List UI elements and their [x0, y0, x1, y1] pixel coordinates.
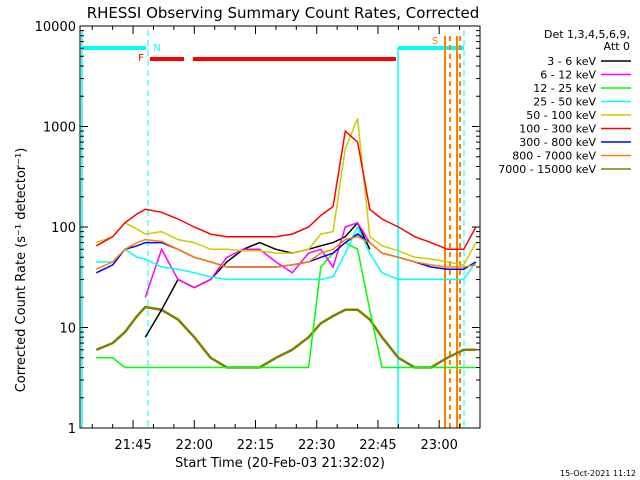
y-tick-label: 10 [59, 322, 76, 337]
legend-label: 3 - 6 keV [547, 55, 596, 68]
legend-header: Att 0 [604, 40, 630, 53]
y-axis-label: Corrected Count Rate (s⁻¹ detector⁻¹) [14, 148, 29, 393]
flag-label: S [432, 36, 438, 47]
x-tick-label: 22:15 [237, 438, 274, 453]
series-line-12-25keV [96, 241, 476, 369]
y-tick-label: 1000 [43, 121, 76, 136]
flag-label: N [153, 43, 160, 54]
series-line-6-12keV [144, 221, 371, 298]
legend-header: Det 1,3,4,5,6,9, [544, 28, 630, 41]
y-tick-label: 10000 [35, 20, 76, 35]
legend-label: 50 - 100 keV [526, 109, 596, 122]
series-line-100-300keV [95, 129, 477, 251]
footer-timestamp: 15-Oct-2021 11:12 [560, 469, 636, 478]
x-tick-label: 22:30 [298, 438, 335, 453]
legend-label: 7000 - 15000 keV [498, 163, 596, 176]
x-tick-label: 23:00 [420, 438, 457, 453]
x-tick-label: 21:45 [114, 438, 151, 453]
y-tick-label: 1 [68, 422, 76, 437]
series-lines [95, 118, 477, 369]
x-axis-label: Start Time (20-Feb-03 21:32:02) [175, 456, 385, 471]
series-line-800-7000keV [95, 235, 477, 270]
x-axis: 21:45 22:00 22:15 22:30 22:45 23:00 [91, 26, 481, 453]
y-axis: 1 10 100 1000 10000 [35, 20, 480, 437]
series-line-25-50keV [96, 225, 477, 281]
series-line-50-100keV [96, 118, 477, 266]
chart-title: RHESSI Observing Summary Count Rates, Co… [87, 4, 480, 22]
y-tick-label: 100 [51, 221, 76, 236]
legend-label: 800 - 7000 keV [512, 150, 596, 163]
legend-label: 6 - 12 keV [540, 69, 596, 82]
x-tick-label: 22:00 [176, 438, 213, 453]
flag-markers: NF S [81, 30, 465, 428]
legend-label: 12 - 25 keV [533, 82, 596, 95]
legend-label: 300 - 800 keV [519, 136, 596, 149]
x-tick-label: 22:45 [359, 438, 396, 453]
legend-label: 100 - 300 keV [519, 123, 596, 136]
legend-label: 25 - 50 keV [533, 96, 596, 109]
series-line-7000-15000keV [95, 305, 476, 369]
flag-label: F [138, 53, 144, 64]
